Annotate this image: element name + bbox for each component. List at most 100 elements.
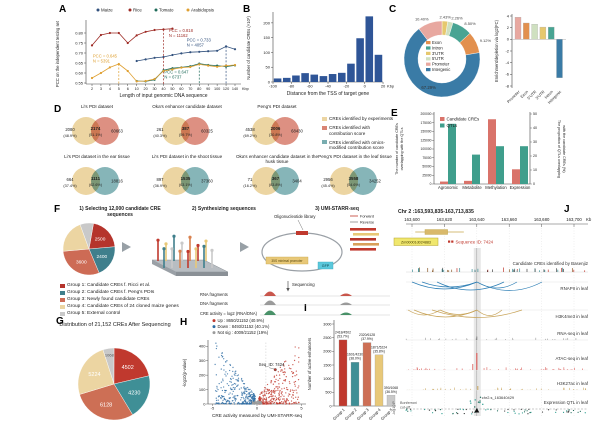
- venn-title: Oka's enhancer candidate dataset in the …: [235, 154, 319, 165]
- legend-label: Group 4: Candidate CREs of 24 cloned mai…: [67, 304, 179, 310]
- svg-text:Sequence ID: 7424: Sequence ID: 7424: [456, 239, 494, 244]
- venn-title: Li's PDI dataset: [80, 104, 114, 109]
- svg-text:Up : 8650/21152 (40.9%): Up : 8650/21152 (40.9%): [218, 318, 265, 323]
- svg-text:3558: 3558: [349, 176, 359, 181]
- svg-text:2500: 2500: [323, 336, 331, 340]
- svg-text:chr2.s_163640429: chr2.s_163640429: [482, 395, 514, 400]
- svg-text:2: 2: [507, 25, 510, 30]
- svg-text:37360: 37360: [201, 179, 213, 184]
- svg-text:100: 100: [199, 387, 206, 392]
- legend-item: Group 1: Candidate CREs f. Ricci et al.: [60, 283, 210, 289]
- panel-f-synthesis-graphic: [151, 234, 229, 276]
- svg-text:1111: 1111: [91, 176, 101, 181]
- svg-text:RNA-seq in leaf: RNA-seq in leaf: [557, 331, 589, 336]
- svg-text:GFP: GFP: [322, 264, 330, 268]
- svg-text:(35.8%): (35.8%): [373, 349, 385, 353]
- svg-text:10.40%: 10.40%: [415, 17, 429, 22]
- svg-text:9.12%: 9.12%: [480, 38, 492, 43]
- svg-text:163,600: 163,600: [404, 217, 420, 222]
- panel-c-enrichment-bars: 420-2-4-6-8PromoterExon5'UTR3'UTRIntronI…: [494, 13, 566, 105]
- svg-text:(54.6%): (54.6%): [347, 183, 360, 187]
- svg-text:200: 200: [199, 372, 206, 377]
- legend-label: Group 5: External control: [67, 311, 121, 317]
- legend-swatch: [322, 116, 327, 121]
- svg-text:75000: 75000: [422, 156, 431, 160]
- svg-text:1068: 1068: [105, 352, 115, 357]
- panel-g-title: Distribution of 21,152 CREs After Sequen…: [59, 322, 171, 328]
- svg-text:N = 6737: N = 6737: [164, 74, 182, 79]
- svg-text:The number of candidate CREs: The number of candidate CREs: [395, 123, 399, 175]
- svg-text:2: 2: [91, 87, 93, 91]
- svg-text:Length of input genomic DNA se: Length of input genomic DNA sequence: [119, 93, 207, 99]
- panel-c-donut: 2.43% 2.26%8.50% 9.12% 67.29% 10.40% ExonIntr…: [403, 15, 492, 98]
- svg-text:Candidate CREs identified by B: Candidate CREs identified by Basenji2: [513, 261, 589, 266]
- legend-label: Group 3: Newly found candidate CREs: [67, 297, 150, 303]
- svg-text:0: 0: [430, 182, 432, 186]
- svg-text:4: 4: [109, 87, 111, 91]
- svg-text:6: 6: [127, 87, 129, 91]
- svg-text:30: 30: [533, 140, 537, 144]
- svg-text:0.70: 0.70: [75, 51, 84, 56]
- svg-text:(62.6%): (62.6%): [89, 183, 102, 187]
- svg-text:20: 20: [381, 84, 386, 89]
- panel-h-volcano: Up : 8650/21152 (40.9%)Down : 8493/21152…: [182, 318, 306, 418]
- svg-text:Zm00001d024883: Zm00001d024883: [401, 240, 431, 244]
- svg-text:300: 300: [199, 358, 206, 363]
- svg-text:Promoter: Promoter: [432, 62, 450, 67]
- svg-text:3600: 3600: [76, 259, 87, 265]
- svg-text:PCC on the independent testing: PCC on the independent testing set: [55, 20, 60, 87]
- svg-text:2418/4502: 2418/4502: [335, 330, 351, 334]
- svg-text:H3K4me3 in leaf: H3K4me3 in leaf: [556, 314, 589, 319]
- svg-text:4502: 4502: [122, 365, 134, 371]
- svg-text:-100: -100: [269, 84, 278, 89]
- svg-text:(59.7%): (59.7%): [179, 133, 192, 137]
- svg-text:0.65: 0.65: [75, 61, 84, 66]
- svg-text:1601/4230: 1601/4230: [347, 353, 363, 357]
- svg-text:367: 367: [272, 176, 280, 181]
- svg-text:Kb: Kb: [586, 217, 592, 222]
- svg-text:Candidate CREs: Candidate CREs: [447, 117, 481, 122]
- svg-text:163,700: 163,700: [566, 217, 582, 222]
- svg-text:-log10 P: -log10 P: [392, 401, 396, 415]
- svg-text:0: 0: [533, 182, 535, 186]
- svg-text:40: 40: [161, 87, 165, 91]
- panel-g-pie: 1068 4502 4230 6128 5224: [77, 347, 151, 421]
- svg-text:5'UTR: 5'UTR: [526, 89, 537, 100]
- venn-diagram: Peng's PDI dataset 4538 (69.2%) 2006 (30.8%)…: [234, 104, 320, 154]
- svg-text:Intergenic: Intergenic: [432, 67, 450, 72]
- svg-text:100000: 100000: [420, 147, 431, 151]
- svg-text:(37.9%): (37.9%): [361, 337, 373, 341]
- svg-text:163,620: 163,620: [437, 217, 453, 222]
- svg-text:CRE activity = log2 (RNA/DNA): CRE activity = log2 (RNA/DNA): [200, 311, 258, 316]
- svg-text:150000: 150000: [420, 130, 431, 134]
- venn-diagram: Li's PDI dataset 2080 (48.9%) 2174 (51.1%) 60…: [54, 104, 140, 154]
- svg-text:1500: 1500: [323, 363, 331, 367]
- panel-b-bar-chart: 0 50 100 150 200 -100 -80 -60 -40 -20 0 20 Kbp Distan…: [246, 12, 395, 97]
- svg-text:67.29%: 67.29%: [421, 85, 436, 90]
- step-3-title: 3) UMI-STARR-seq: [315, 206, 359, 212]
- svg-text:-8: -8: [505, 83, 509, 88]
- svg-text:-20: -20: [343, 84, 350, 89]
- svg-text:Exon: Exon: [519, 89, 529, 99]
- legend-swatch: [322, 140, 327, 145]
- step-2-title: 2) Synthesizing sequences: [192, 206, 256, 212]
- venn-diagram: Li's PDI dataset in the shoot tissue 897 (…: [144, 154, 230, 204]
- svg-text:20: 20: [533, 154, 537, 158]
- legend-item: CREs identified by experiments: [322, 116, 394, 121]
- svg-text:10: 10: [135, 87, 139, 91]
- svg-text:1000: 1000: [323, 377, 331, 381]
- svg-text:0.55: 0.55: [75, 81, 84, 86]
- svg-text:140: 140: [232, 87, 238, 91]
- svg-text:2000: 2000: [323, 350, 331, 354]
- svg-text:20: 20: [144, 87, 148, 91]
- svg-text:PCC = 0.818: PCC = 0.818: [169, 28, 194, 33]
- legend-label: CREs identified with omics-modified cont…: [329, 139, 385, 151]
- svg-text:664: 664: [67, 177, 75, 182]
- svg-text:4538: 4538: [245, 127, 255, 132]
- svg-text:8.50%: 8.50%: [464, 21, 476, 26]
- svg-text:50000: 50000: [422, 165, 431, 169]
- panel-f-starr-graphic: Oligonucleotide library 35S minimal promo…: [261, 214, 379, 272]
- svg-text:-4: -4: [505, 60, 509, 65]
- svg-text:6128: 6128: [100, 403, 112, 409]
